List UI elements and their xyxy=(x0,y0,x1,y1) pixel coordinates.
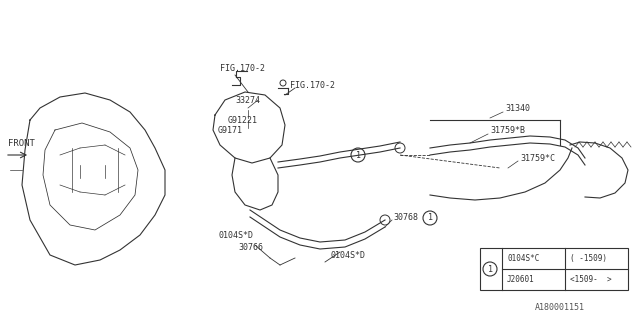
Text: <1509-  >: <1509- > xyxy=(570,275,612,284)
Text: FIG.170-2: FIG.170-2 xyxy=(220,63,265,73)
Text: J20601: J20601 xyxy=(507,275,535,284)
Text: A180001151: A180001151 xyxy=(535,303,585,313)
Text: 31759*C: 31759*C xyxy=(520,154,555,163)
Text: 31759*B: 31759*B xyxy=(490,125,525,134)
Text: 0104S*D: 0104S*D xyxy=(330,251,365,260)
Text: G91221: G91221 xyxy=(228,116,258,124)
Text: 1: 1 xyxy=(428,213,433,222)
Text: 31340: 31340 xyxy=(505,103,530,113)
Text: 1: 1 xyxy=(488,265,493,274)
Text: ( -1509): ( -1509) xyxy=(570,254,607,263)
Text: 33274: 33274 xyxy=(235,95,260,105)
Text: 1: 1 xyxy=(355,150,360,159)
Text: 0104S*C: 0104S*C xyxy=(507,254,540,263)
Text: 30766: 30766 xyxy=(238,244,263,252)
Text: FIG.170-2: FIG.170-2 xyxy=(290,81,335,90)
Text: FRONT: FRONT xyxy=(8,139,35,148)
FancyBboxPatch shape xyxy=(480,248,628,290)
Text: 0104S*D: 0104S*D xyxy=(218,230,253,239)
Text: 30768: 30768 xyxy=(393,213,418,222)
Text: G9171: G9171 xyxy=(218,125,243,134)
